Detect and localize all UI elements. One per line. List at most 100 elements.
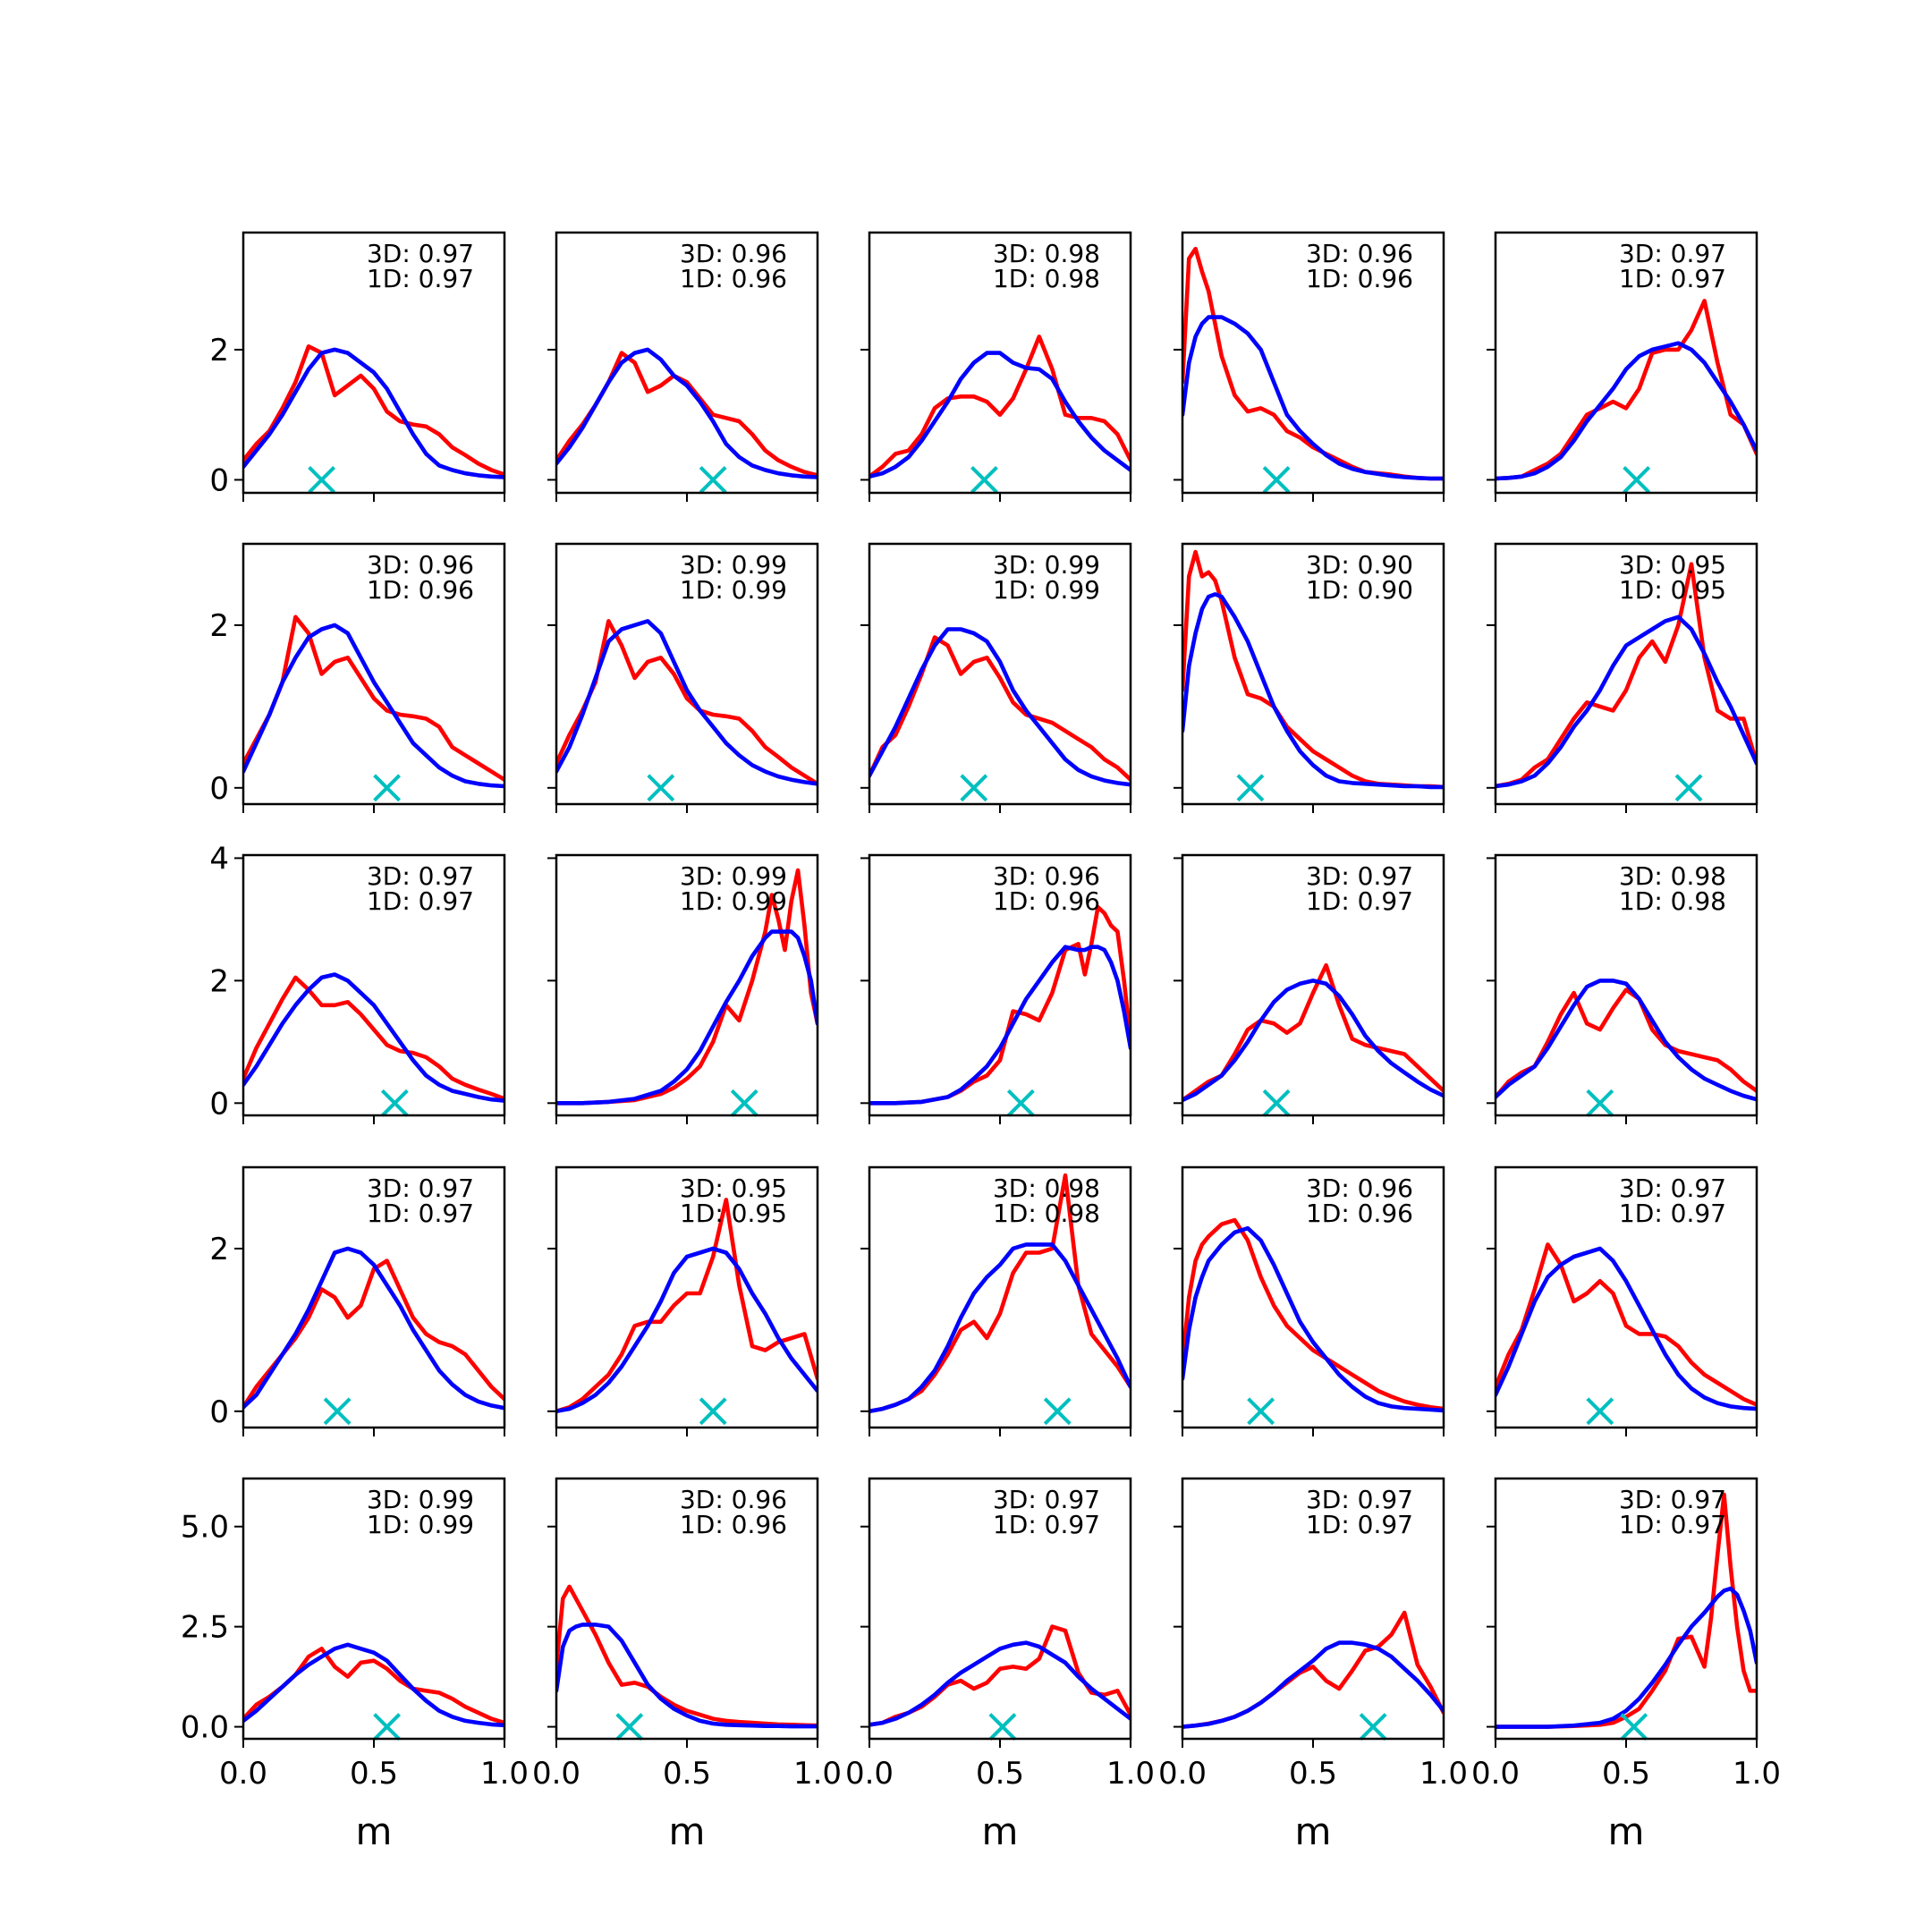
x-tick-label: 1.0: [1419, 1756, 1468, 1792]
annotation-1d: 1D: 0.95: [680, 1199, 787, 1228]
x-axis-label: m: [669, 1809, 706, 1853]
annotation-1d: 1D: 0.97: [367, 264, 474, 293]
annotation-3d: 3D: 0.96: [680, 1485, 787, 1514]
annotation-1d: 1D: 0.96: [1306, 264, 1413, 293]
x-axis-label: m: [982, 1809, 1019, 1853]
marker-x: [373, 774, 402, 802]
blue-series-line: [869, 1640, 1131, 1727]
marker-x: [323, 1397, 352, 1426]
annotation-3d: 3D: 0.98: [1619, 861, 1726, 891]
blue-series-line: [869, 627, 1131, 787]
red-series-line: [243, 614, 504, 782]
annotation-1d: 1D: 0.97: [367, 1199, 474, 1228]
annotation-1d: 1D: 0.97: [367, 886, 474, 916]
y-tick-label: 2: [209, 963, 229, 999]
marker-x: [1043, 1397, 1072, 1426]
red-series-line: [243, 344, 504, 477]
red-series-line: [243, 1258, 504, 1410]
blue-series-line: [556, 347, 818, 479]
annotation-3d: 3D: 0.96: [993, 861, 1100, 891]
annotation-1d: 1D: 0.90: [1306, 575, 1413, 605]
annotation-1d: 1D: 0.96: [1306, 1199, 1413, 1228]
red-series-line: [869, 635, 1131, 782]
x-axis-label: m: [356, 1809, 393, 1853]
blue-series-line: [1182, 979, 1444, 1103]
marker-x: [1586, 1089, 1614, 1117]
annotation-3d: 3D: 0.98: [993, 1174, 1100, 1203]
annotation-3d: 3D: 0.95: [1619, 550, 1726, 580]
y-tick-label: 0: [209, 1394, 229, 1430]
marker-x: [1006, 1089, 1035, 1117]
x-axis-label: m: [1295, 1809, 1332, 1853]
annotation-1d: 1D: 0.97: [1619, 264, 1726, 293]
blue-series-line: [243, 972, 504, 1103]
marker-x: [699, 466, 727, 494]
blue-series-line: [1496, 614, 1757, 789]
blue-series-line: [243, 1642, 504, 1728]
annotation-3d: 3D: 0.95: [680, 1174, 787, 1203]
annotation-3d: 3D: 0.99: [367, 1485, 474, 1514]
annotation-3d: 3D: 0.97: [367, 239, 474, 268]
y-tick-label: 5.0: [181, 1510, 229, 1546]
annotation-3d: 3D: 0.97: [367, 861, 474, 891]
red-series-line: [1496, 562, 1757, 789]
annotation-3d: 3D: 0.96: [1306, 239, 1413, 268]
marker-x: [1262, 1089, 1291, 1117]
annotation-3d: 3D: 0.97: [1619, 239, 1726, 268]
y-tick-label: 0: [209, 1086, 229, 1122]
marker-x: [970, 466, 998, 494]
annotation-3d: 3D: 0.97: [1306, 861, 1413, 891]
x-tick-label: 0.0: [1158, 1756, 1207, 1792]
red-series-line: [556, 1198, 818, 1414]
annotation-1d: 1D: 0.98: [1619, 886, 1726, 916]
annotation-3d: 3D: 0.97: [367, 1174, 474, 1203]
blue-series-line: [1496, 1246, 1757, 1411]
annotation-1d: 1D: 0.99: [680, 575, 787, 605]
marker-x: [988, 1713, 1017, 1741]
marker-x: [1262, 466, 1291, 494]
blue-series-line: [1496, 341, 1757, 481]
x-tick-label: 1.0: [793, 1756, 842, 1792]
annotation-1d: 1D: 0.97: [1306, 1510, 1413, 1539]
annotation-1d: 1D: 0.99: [367, 1510, 474, 1539]
marker-x: [1674, 774, 1703, 802]
red-series-line: [1496, 1242, 1757, 1407]
marker-x: [1236, 774, 1265, 802]
red-series-line: [556, 1584, 818, 1728]
annotation-1d: 1D: 0.95: [1619, 575, 1726, 605]
y-tick-label: 0.0: [181, 1710, 229, 1746]
blue-series-line: [1496, 979, 1757, 1102]
annotation-1d: 1D: 0.98: [993, 264, 1100, 293]
x-tick-label: 0.0: [532, 1756, 580, 1792]
y-tick-label: 2: [209, 608, 229, 644]
red-series-line: [1182, 962, 1444, 1103]
marker-x: [373, 1713, 402, 1741]
annotation-3d: 3D: 0.97: [1619, 1174, 1726, 1203]
x-tick-label: 0.0: [845, 1756, 894, 1792]
x-tick-label: 0.5: [663, 1756, 711, 1792]
x-tick-label: 1.0: [480, 1756, 529, 1792]
marker-x: [699, 1397, 727, 1426]
annotation-3d: 3D: 0.99: [993, 550, 1100, 580]
annotation-3d: 3D: 0.97: [1619, 1485, 1726, 1514]
annotation-3d: 3D: 0.96: [680, 239, 787, 268]
blue-series-line: [1496, 1586, 1757, 1729]
blue-series-line: [243, 623, 504, 789]
blue-series-line: [869, 945, 1131, 1106]
